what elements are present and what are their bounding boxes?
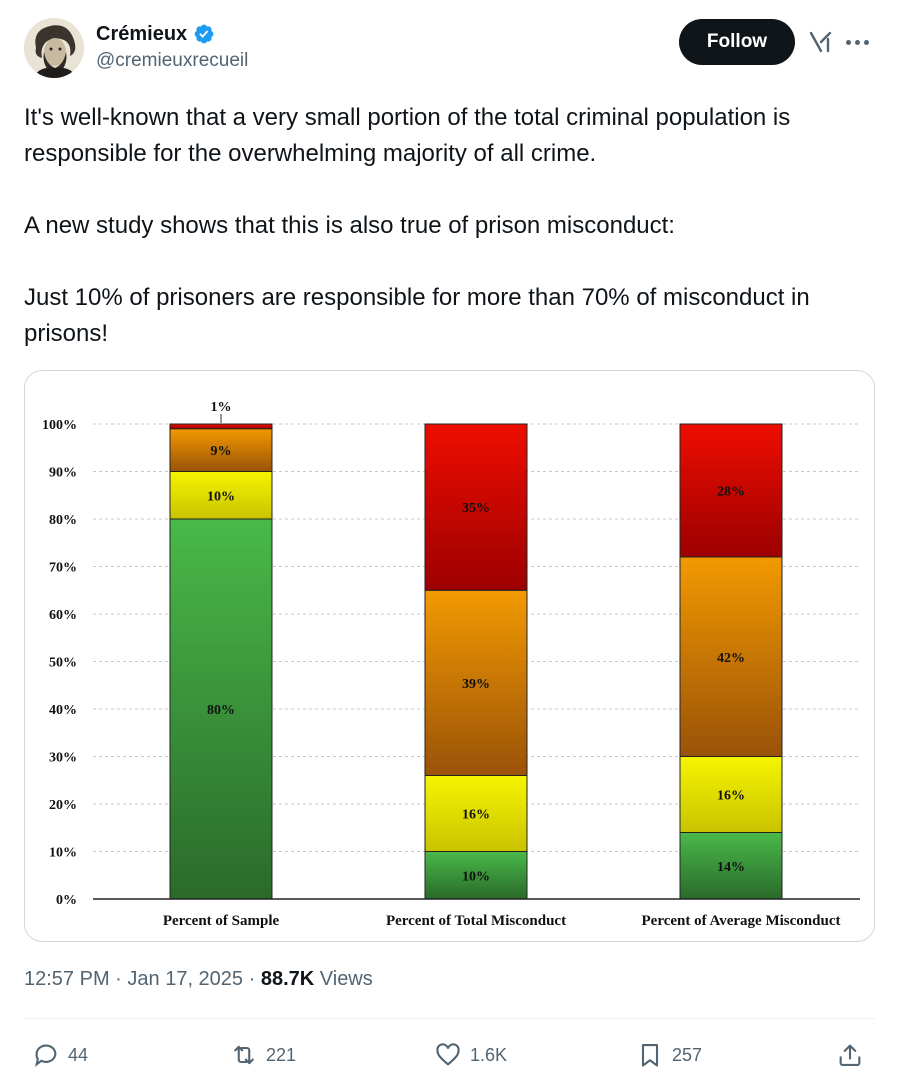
avatar-image xyxy=(24,18,84,78)
heart-icon xyxy=(436,1043,460,1066)
y-tick-label: 40% xyxy=(49,703,77,718)
share-icon xyxy=(839,1044,861,1066)
reply-count: 44 xyxy=(68,1044,89,1065)
tweet-text: It's well-known that a very small portio… xyxy=(24,100,874,352)
repost-count: 221 xyxy=(266,1044,297,1065)
tweet-meta: 12:57 PM · Jan 17, 2025 · 88.7K Views xyxy=(24,968,373,990)
bar-segment xyxy=(169,428,273,472)
views-count[interactable]: 88.7K xyxy=(260,968,315,990)
data-label: 9% xyxy=(211,444,232,459)
y-tick-label: 70% xyxy=(49,561,77,576)
data-label: 1% xyxy=(211,400,232,415)
bar-segment xyxy=(424,775,528,852)
reply-button[interactable]: 44 xyxy=(32,1035,88,1075)
share-button[interactable] xyxy=(836,1035,864,1075)
stacked-bar-chart: 0% 10% 20% 30% 40% 50% 60% 70% 80% 90% 100% 80% 10% 9… xyxy=(42,400,860,929)
bar-segment xyxy=(679,832,783,900)
bookmark-icon xyxy=(641,1044,659,1067)
tweet-paragraph: Just 10% of prisoners are responsible fo… xyxy=(24,284,810,347)
data-label: 35% xyxy=(462,501,490,516)
tweet-media-chart[interactable]: 0% 10% 20% 30% 40% 50% 60% 70% 80% 90% 100% 80% 10% 9… xyxy=(24,370,875,942)
tweet-time[interactable]: 12:57 PM xyxy=(24,968,110,990)
author-display-name[interactable]: Crémieux xyxy=(96,23,188,45)
y-tick-label: 100% xyxy=(42,418,77,433)
divider xyxy=(24,1018,875,1019)
repost-button[interactable]: 221 xyxy=(230,1035,296,1075)
avatar[interactable] xyxy=(24,18,84,78)
bar-segment xyxy=(169,471,273,520)
bar-segment xyxy=(424,423,528,591)
like-count: 1.6K xyxy=(470,1044,508,1065)
data-label: 14% xyxy=(717,860,745,875)
data-label: 39% xyxy=(462,677,490,692)
bar-segment xyxy=(424,589,528,776)
follow-button[interactable]: Follow xyxy=(679,19,795,65)
reply-icon xyxy=(35,1044,57,1067)
action-bar: 44 221 1.6K 257 xyxy=(24,1035,875,1075)
data-label: 10% xyxy=(462,869,490,884)
y-tick-label: 90% xyxy=(49,466,77,481)
tweet-header: Crémieux @cremieuxrecueil Follow xyxy=(24,18,876,80)
tweet-paragraph: It's well-known that a very small portio… xyxy=(24,104,791,167)
data-label: 16% xyxy=(717,789,745,804)
bar-segment xyxy=(169,423,273,430)
data-label: 16% xyxy=(462,808,490,823)
like-button[interactable]: 1.6K xyxy=(434,1035,507,1075)
author-handle[interactable]: @cremieuxrecueil xyxy=(96,50,249,71)
tweet-date[interactable]: Jan 17, 2025 xyxy=(127,968,244,990)
data-label: 80% xyxy=(207,703,235,718)
data-label: 42% xyxy=(717,651,745,666)
y-tick-label: 30% xyxy=(49,751,77,766)
data-label: 28% xyxy=(717,485,745,500)
verified-badge-icon xyxy=(194,24,214,44)
x-tick-label: Percent of Average Misconduct xyxy=(642,913,841,929)
bookmark-button[interactable]: 257 xyxy=(636,1035,702,1075)
author-block: Crémieux @cremieuxrecueil xyxy=(96,22,248,72)
repost-icon xyxy=(234,1045,254,1065)
bar-segment xyxy=(169,518,273,900)
y-tick-label: 50% xyxy=(49,656,77,671)
y-tick-label: 0% xyxy=(56,893,77,908)
data-label: 10% xyxy=(207,489,235,504)
bar-segment xyxy=(679,556,783,757)
tweet-paragraph: A new study shows that this is also true… xyxy=(24,212,675,239)
x-tick-label: Percent of Total Misconduct xyxy=(386,913,566,929)
more-options-icon[interactable] xyxy=(846,32,872,52)
bar-segment xyxy=(679,756,783,833)
author-name-row[interactable]: Crémieux xyxy=(96,22,215,46)
y-tick-label: 20% xyxy=(49,798,77,813)
bookmark-count: 257 xyxy=(672,1044,703,1065)
views-label: Views xyxy=(319,968,373,990)
y-tick-label: 10% xyxy=(49,846,77,861)
bar-segment xyxy=(679,423,783,558)
y-tick-label: 60% xyxy=(49,608,77,623)
x-tick-label: Percent of Sample xyxy=(163,913,280,929)
grok-icon[interactable] xyxy=(808,29,834,55)
y-tick-label: 80% xyxy=(49,513,77,528)
